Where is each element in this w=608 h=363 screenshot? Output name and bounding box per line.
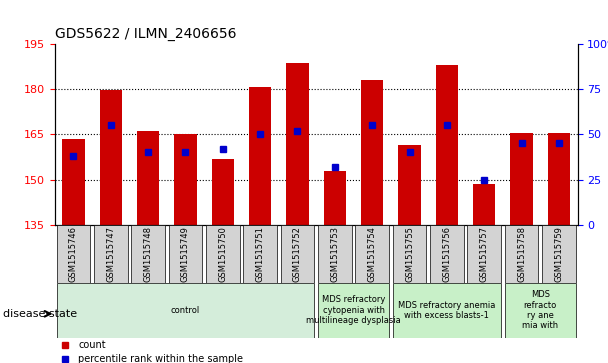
Bar: [286, 63, 309, 225]
FancyBboxPatch shape: [57, 283, 314, 338]
Bar: [137, 131, 159, 225]
Bar: [361, 80, 384, 225]
FancyBboxPatch shape: [318, 283, 389, 338]
FancyBboxPatch shape: [318, 225, 351, 283]
Text: disease state: disease state: [3, 309, 77, 319]
FancyBboxPatch shape: [243, 225, 277, 283]
Text: GSM1515754: GSM1515754: [368, 226, 377, 282]
FancyBboxPatch shape: [468, 225, 501, 283]
Text: GSM1515758: GSM1515758: [517, 226, 526, 282]
FancyBboxPatch shape: [430, 225, 464, 283]
Text: GDS5622 / ILMN_2406656: GDS5622 / ILMN_2406656: [55, 27, 237, 41]
Bar: [174, 134, 196, 225]
FancyBboxPatch shape: [505, 283, 576, 338]
Text: GSM1515756: GSM1515756: [443, 226, 451, 282]
Text: GSM1515747: GSM1515747: [106, 226, 116, 282]
Text: GSM1515750: GSM1515750: [218, 226, 227, 282]
Text: MDS
refracto
ry ane
mia with: MDS refracto ry ane mia with: [522, 290, 558, 330]
FancyBboxPatch shape: [168, 225, 202, 283]
FancyBboxPatch shape: [505, 225, 539, 283]
Text: MDS refractory anemia
with excess blasts-1: MDS refractory anemia with excess blasts…: [398, 301, 496, 320]
Bar: [548, 133, 570, 225]
Text: control: control: [171, 306, 200, 315]
FancyBboxPatch shape: [131, 225, 165, 283]
FancyBboxPatch shape: [281, 225, 314, 283]
Text: GSM1515748: GSM1515748: [143, 226, 153, 282]
Bar: [323, 171, 346, 225]
Bar: [62, 139, 85, 225]
Bar: [212, 159, 234, 225]
Bar: [249, 87, 271, 225]
Text: GSM1515759: GSM1515759: [554, 226, 564, 282]
Text: GSM1515757: GSM1515757: [480, 226, 489, 282]
Text: MDS refractory
cytopenia with
multilineage dysplasia: MDS refractory cytopenia with multilinea…: [306, 295, 401, 325]
FancyBboxPatch shape: [57, 225, 90, 283]
Text: percentile rank within the sample: percentile rank within the sample: [78, 354, 243, 363]
FancyBboxPatch shape: [393, 225, 426, 283]
Text: GSM1515749: GSM1515749: [181, 226, 190, 282]
Bar: [473, 184, 496, 225]
Bar: [510, 133, 533, 225]
Text: GSM1515746: GSM1515746: [69, 226, 78, 282]
FancyBboxPatch shape: [542, 225, 576, 283]
Text: GSM1515751: GSM1515751: [255, 226, 264, 282]
Text: GSM1515755: GSM1515755: [405, 226, 414, 282]
FancyBboxPatch shape: [94, 225, 128, 283]
Bar: [436, 65, 458, 225]
FancyBboxPatch shape: [393, 283, 501, 338]
Text: GSM1515752: GSM1515752: [293, 226, 302, 282]
Text: count: count: [78, 340, 106, 350]
Bar: [100, 90, 122, 225]
Bar: [398, 145, 421, 225]
FancyBboxPatch shape: [355, 225, 389, 283]
FancyBboxPatch shape: [206, 225, 240, 283]
Text: GSM1515753: GSM1515753: [330, 226, 339, 282]
